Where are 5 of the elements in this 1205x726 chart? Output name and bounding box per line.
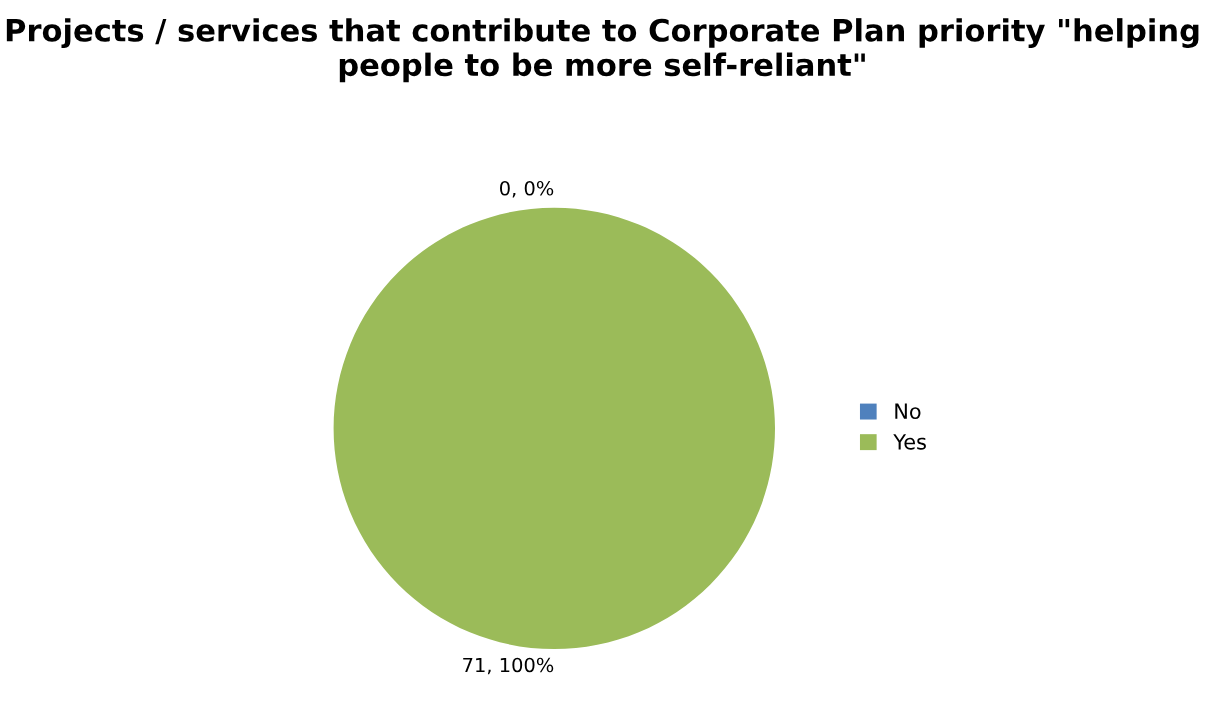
legend-label: No (895, 403, 921, 420)
chart-title: Projects / services that contribute to Corporate Plan priority "helping people to be more self-reliant" (6, 18, 1199, 83)
data-label: 71, 100% (463, 657, 554, 675)
text: 0, 0% (500, 180, 554, 198)
legend-label: Yes (893, 434, 926, 450)
